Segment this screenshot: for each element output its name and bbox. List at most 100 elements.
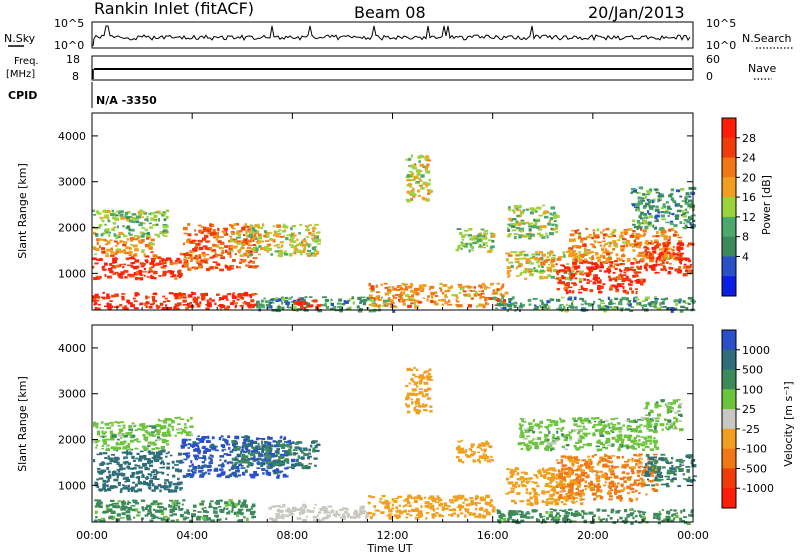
- power-cell: [675, 303, 678, 306]
- power-cell: [276, 224, 281, 228]
- velocity-cell: [471, 443, 475, 446]
- power-cell: [149, 248, 152, 250]
- power-cell: [406, 179, 411, 181]
- power-cell: [174, 293, 179, 296]
- power-cell: [144, 268, 146, 270]
- velocity-cell: [122, 512, 126, 515]
- power-cell: [427, 193, 430, 195]
- power-cell: [572, 290, 575, 293]
- power-cell: [540, 307, 542, 309]
- power-cell: [158, 218, 160, 221]
- power-cell: [462, 243, 465, 246]
- power-cell: [209, 298, 212, 301]
- power-cell: [234, 240, 237, 243]
- power-cell: [533, 267, 535, 269]
- velocity-cell: [322, 506, 324, 509]
- velocity-cell: [96, 425, 99, 428]
- velocity-cell: [552, 469, 556, 471]
- power-cell: [640, 283, 644, 285]
- velocity-cell: [306, 467, 310, 469]
- power-cell: [590, 244, 594, 246]
- power-cell: [106, 296, 110, 298]
- velocity-cell: [628, 437, 632, 440]
- velocity-cell: [188, 512, 190, 515]
- power-cell: [212, 299, 215, 302]
- power-cell: [162, 274, 166, 277]
- power-cell: [198, 225, 202, 227]
- velocity-cell: [187, 434, 191, 436]
- power-cell: [433, 301, 437, 304]
- power-cell: [440, 283, 443, 286]
- power-cell: [608, 276, 611, 279]
- velocity-cell: [556, 478, 558, 480]
- velocity-cell: [350, 516, 353, 519]
- velocity-cell: [168, 489, 173, 493]
- velocity-cell: [529, 428, 533, 430]
- power-cell: [406, 199, 410, 202]
- velocity-cell: [411, 399, 414, 401]
- power-cell: [616, 264, 619, 267]
- power-cell: [672, 249, 675, 252]
- velocity-cell: [112, 435, 117, 438]
- velocity-cell: [164, 488, 167, 491]
- power-cell: [637, 220, 640, 224]
- velocity-cell: [96, 479, 99, 481]
- velocity-cell: [153, 456, 156, 459]
- velocity-cell: [201, 438, 205, 441]
- velocity-cell: [462, 502, 464, 504]
- power-cell: [613, 278, 618, 280]
- power-cell: [534, 270, 538, 272]
- velocity-cell: [94, 499, 98, 501]
- power-cell: [145, 297, 147, 300]
- power-cell: [363, 302, 366, 305]
- velocity-cell: [180, 460, 183, 462]
- power-cell: [132, 213, 137, 216]
- power-cell: [281, 307, 284, 310]
- power-cell: [572, 262, 577, 265]
- velocity-cell: [113, 460, 118, 462]
- power-cell: [234, 224, 237, 227]
- power-cell: [426, 164, 429, 166]
- velocity-cell: [429, 368, 432, 371]
- power-cell: [520, 230, 523, 233]
- power-cell: [470, 286, 473, 289]
- velocity-cell: [412, 388, 417, 391]
- velocity-cell: [537, 437, 541, 440]
- power-cell: [668, 229, 671, 232]
- velocity-cell: [328, 512, 332, 514]
- power-cell: [252, 238, 255, 240]
- velocity-cell: [647, 436, 652, 439]
- power-cell: [164, 235, 168, 237]
- power-cell: [220, 256, 225, 259]
- power-cell: [612, 248, 615, 251]
- power-cell: [110, 267, 112, 270]
- power-cell: [497, 288, 500, 290]
- power-cell: [222, 250, 224, 252]
- power-cell: [209, 247, 212, 249]
- power-cell: [689, 187, 692, 190]
- power-cell: [337, 306, 342, 308]
- power-cell: [661, 298, 665, 300]
- velocity-cell: [169, 500, 173, 502]
- power-cell: [283, 236, 285, 238]
- power-cell: [401, 298, 403, 300]
- velocity-cell: [183, 453, 187, 455]
- power-cell: [569, 247, 574, 249]
- power-cell: [557, 281, 562, 284]
- velocity-cell: [423, 372, 427, 374]
- power-cell: [617, 239, 620, 241]
- velocity-cell: [149, 465, 153, 467]
- power-cell: [95, 248, 99, 251]
- power-cell: [574, 245, 577, 248]
- velocity-cell: [93, 459, 95, 462]
- power-cell: [530, 234, 535, 237]
- power-cell: [268, 248, 272, 250]
- power-cell: [457, 247, 460, 249]
- power-cell: [313, 235, 317, 237]
- velocity-cell: [261, 459, 265, 462]
- velocity-cell: [347, 513, 349, 516]
- velocity-cell: [115, 473, 119, 475]
- power-cell: [228, 252, 231, 254]
- power-cell: [654, 221, 659, 223]
- power-cell: [638, 197, 642, 200]
